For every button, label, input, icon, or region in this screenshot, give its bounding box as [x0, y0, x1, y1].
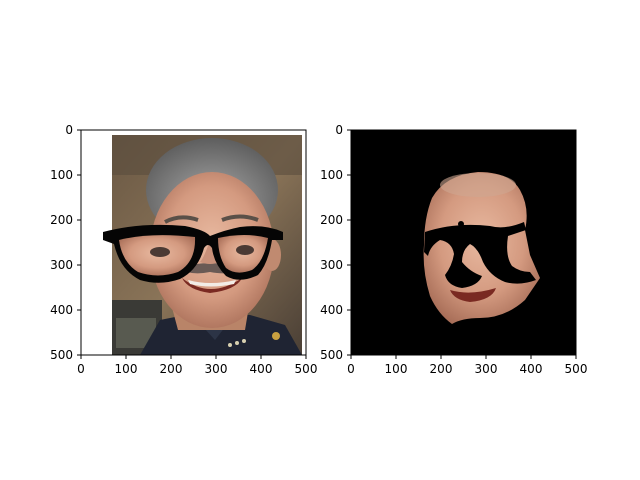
- y-tick-label: 200: [50, 213, 73, 227]
- y-tick-label: 0: [335, 123, 343, 137]
- right-axis-ticks: 0 100 200 300 400 500 0 100 200 300 400 500: [320, 123, 587, 376]
- photo-image: [81, 130, 306, 355]
- x-tick-label: 200: [430, 362, 453, 376]
- right-axes-frame: [350, 129, 577, 356]
- left-axes-frame: [80, 129, 307, 356]
- y-tick-label: 400: [320, 303, 343, 317]
- x-tick-label: 500: [565, 362, 588, 376]
- x-tick-label: 0: [77, 362, 85, 376]
- x-tick-label: 100: [115, 362, 138, 376]
- x-tick-label: 400: [250, 362, 273, 376]
- x-tick-label: 100: [385, 362, 408, 376]
- y-tick-label: 500: [50, 348, 73, 362]
- x-tick-label: 300: [205, 362, 228, 376]
- x-tick-label: 0: [347, 362, 355, 376]
- x-tick-label: 200: [160, 362, 183, 376]
- segmented-face-image: [351, 130, 576, 355]
- y-tick-label: 0: [65, 123, 73, 137]
- y-tick-label: 400: [50, 303, 73, 317]
- x-tick-label: 300: [475, 362, 498, 376]
- x-tick-label: 400: [520, 362, 543, 376]
- y-tick-label: 500: [320, 348, 343, 362]
- glasses-overlay: [103, 224, 283, 283]
- right-panel: 0 100 200 300 400 500 0 100 200 300 400 500: [320, 123, 587, 376]
- left-panel: 0 100 200 300 400 500 0 100 200 300 400 500: [50, 123, 317, 376]
- y-tick-label: 100: [50, 168, 73, 182]
- y-tick-label: 100: [320, 168, 343, 182]
- y-tick-label: 300: [320, 258, 343, 272]
- left-axis-ticks: 0 100 200 300 400 500 0 100 200 300 400 500: [50, 123, 317, 376]
- x-tick-label: 500: [295, 362, 318, 376]
- y-tick-label: 200: [320, 213, 343, 227]
- y-tick-label: 300: [50, 258, 73, 272]
